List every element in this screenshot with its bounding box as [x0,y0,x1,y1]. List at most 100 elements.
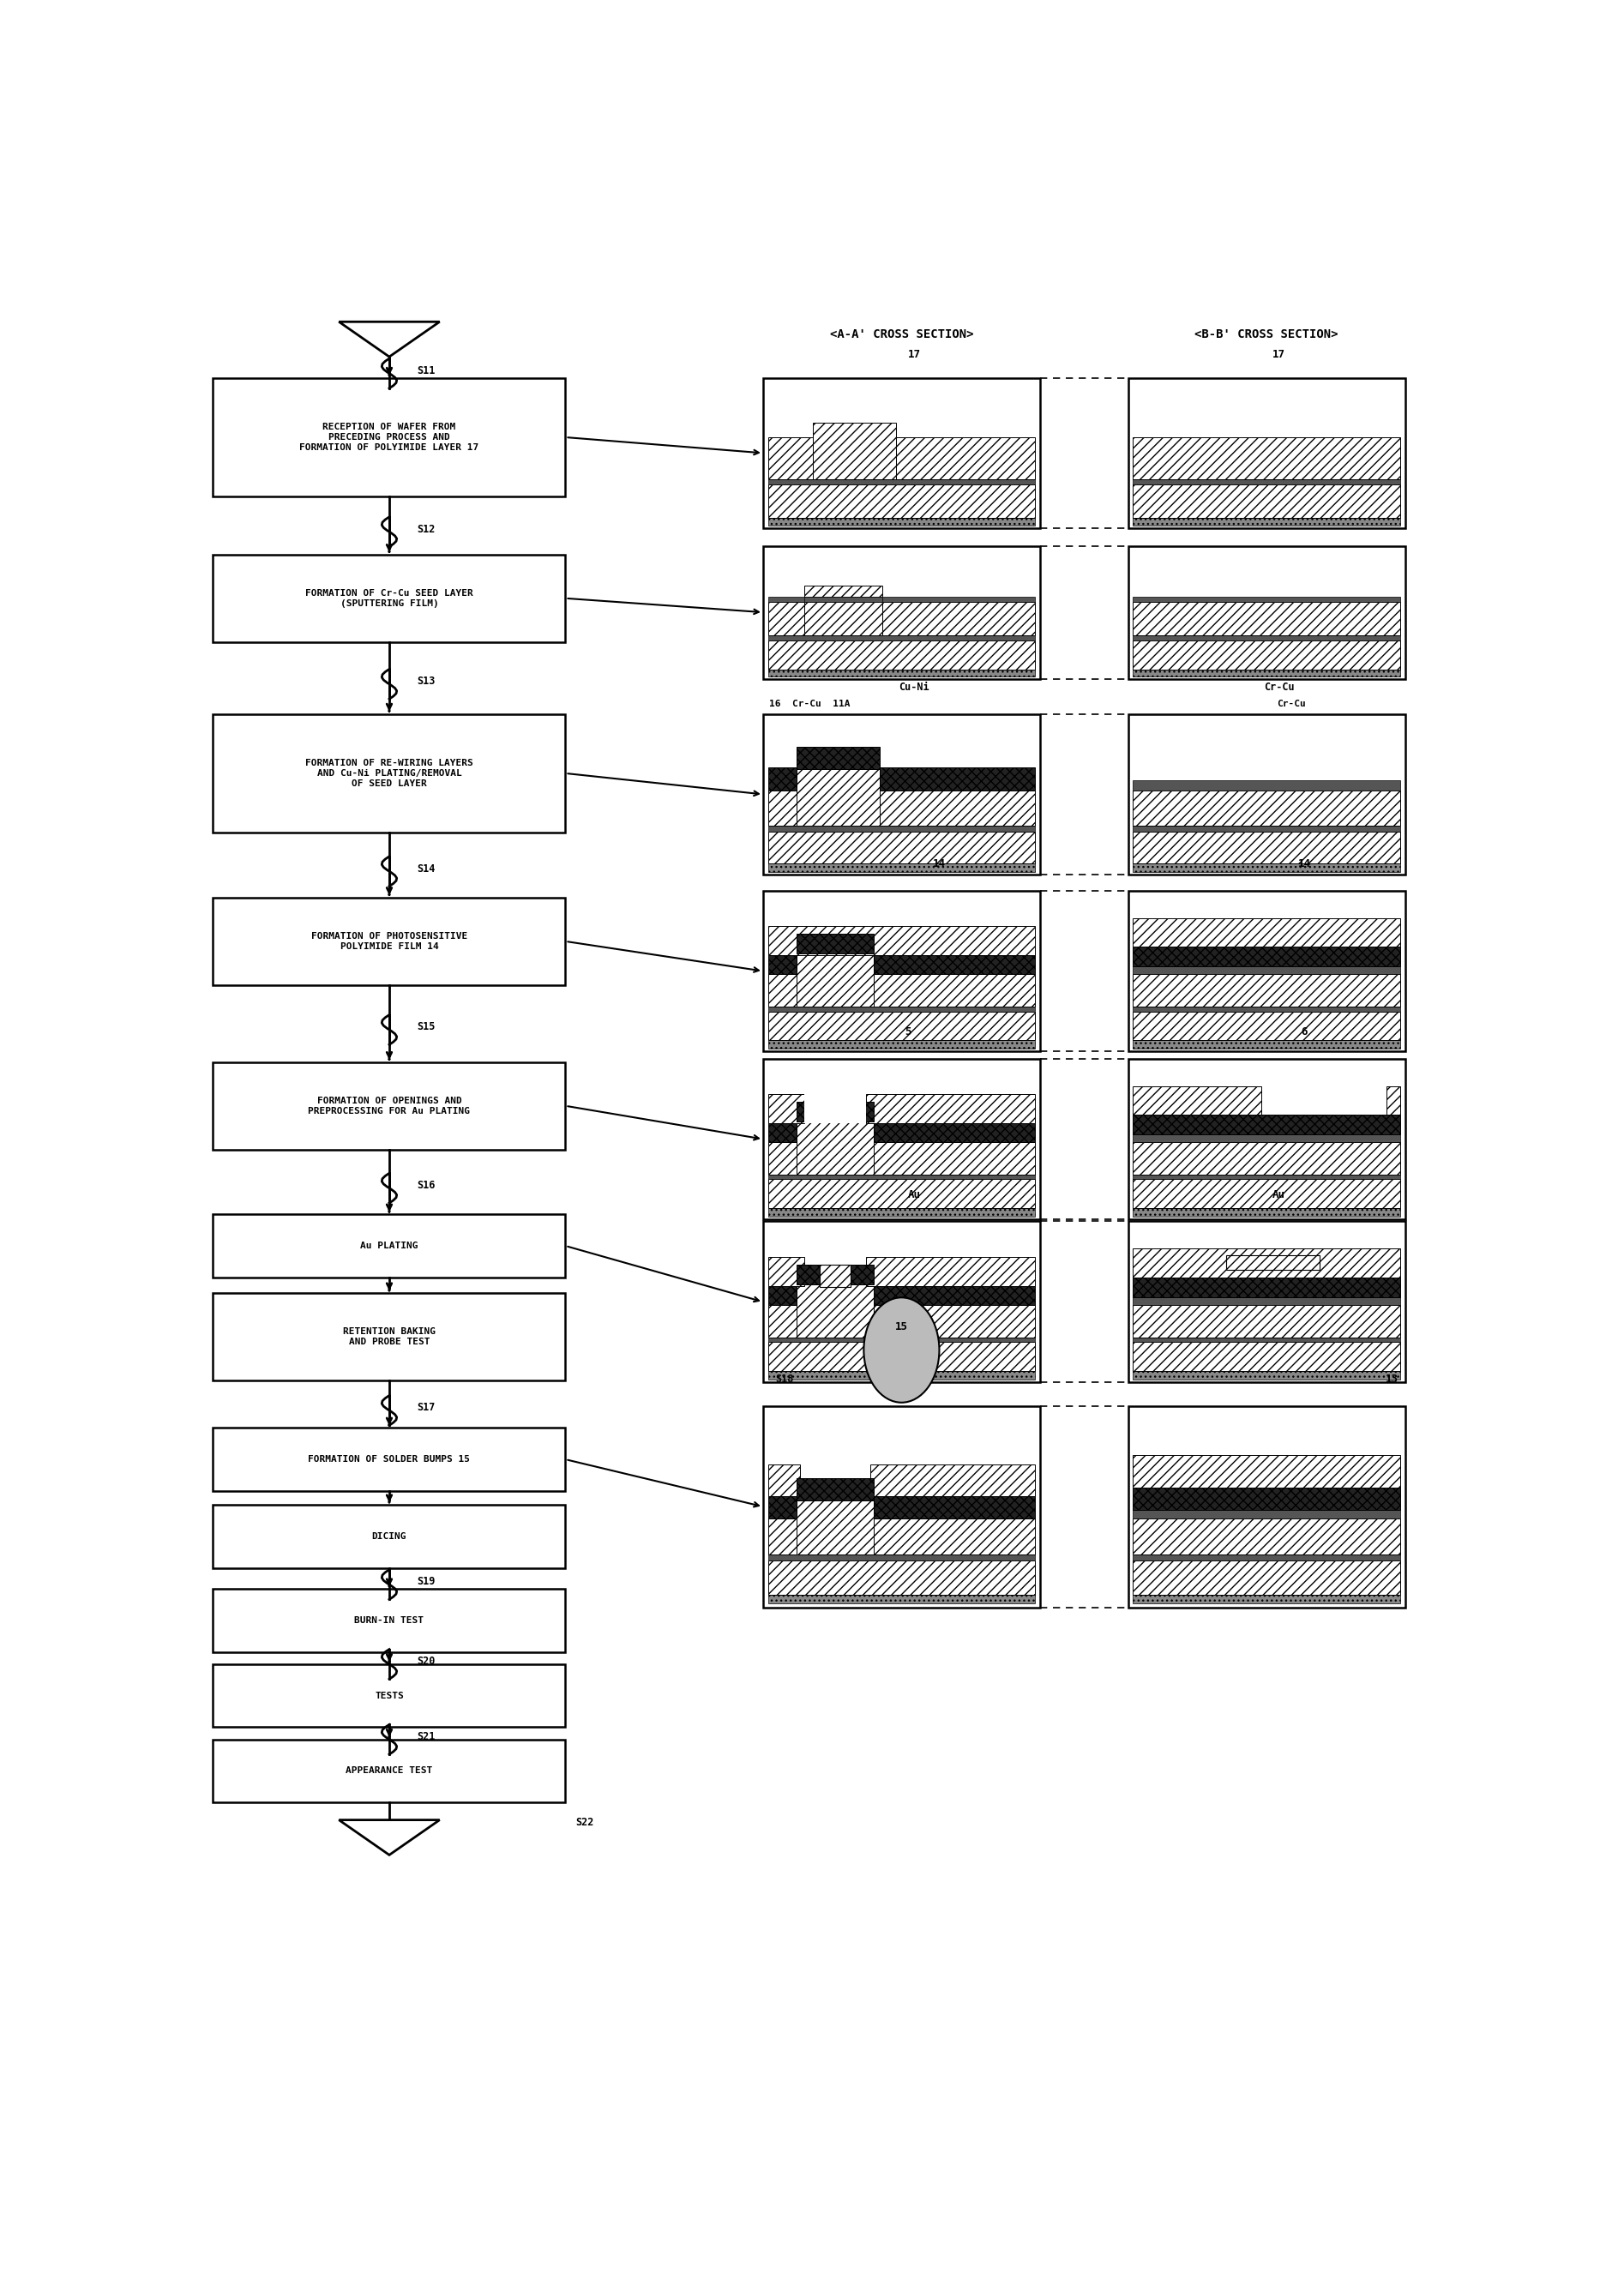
Bar [213,898,565,984]
Bar [768,1011,1034,1041]
Bar [874,955,1034,975]
Bar [1134,1555,1400,1559]
Bar [796,1264,874,1284]
Bar [768,518,1034,525]
Bar [768,975,796,1007]
Bar [1134,1180,1400,1209]
Bar [768,1093,804,1123]
Bar [896,436,1034,480]
Bar [796,746,879,768]
Text: 14: 14 [1298,859,1311,871]
Circle shape [864,1298,939,1402]
Text: S21: S21 [417,1732,435,1743]
Text: <A-A' CROSS SECTION>: <A-A' CROSS SECTION> [830,330,973,341]
Bar [814,423,896,480]
Text: Au PLATING: Au PLATING [361,1241,419,1250]
Bar [768,1209,1034,1216]
Bar [768,671,1034,675]
Bar [874,1518,1034,1555]
Bar [1134,1487,1400,1509]
Bar [768,1555,1034,1559]
Bar [213,1214,565,1277]
Bar [768,1180,1034,1209]
Bar [1134,671,1400,675]
Bar [796,1121,874,1175]
Bar [763,1407,1039,1607]
Bar [796,934,874,952]
Text: FORMATION OF Cr-Cu SEED LAYER
(SPUTTERING FILM): FORMATION OF Cr-Cu SEED LAYER (SPUTTERIN… [305,589,473,607]
Bar [763,1221,1039,1382]
Bar [796,1102,874,1121]
Bar [213,1505,565,1568]
Bar [768,636,1034,641]
Bar [1134,1007,1400,1011]
Bar [1134,1559,1400,1596]
Bar [768,641,1034,671]
Text: 16  Cr-Cu  11A: 16 Cr-Cu 11A [770,700,851,709]
Text: S14: S14 [417,864,435,875]
Bar [768,484,1034,518]
Text: Au: Au [1273,1189,1286,1200]
Text: S22: S22 [575,1816,594,1827]
Bar [874,1305,1034,1337]
Bar [1134,436,1400,480]
Bar [768,436,814,480]
Bar [882,602,1034,636]
Bar [796,952,874,1007]
Text: BURN-IN TEST: BURN-IN TEST [354,1616,424,1625]
Text: FORMATION OF SOLDER BUMPS 15: FORMATION OF SOLDER BUMPS 15 [309,1455,471,1464]
Bar [768,1341,1034,1371]
Bar [768,1337,1034,1341]
Text: 14: 14 [932,859,945,871]
Text: 17: 17 [1273,350,1286,359]
Text: S19: S19 [417,1577,435,1587]
Bar [1134,975,1400,1007]
Bar [768,832,1034,864]
Bar [763,891,1039,1052]
Text: Cr-Cu: Cr-Cu [1263,682,1294,693]
Text: Cr-Cu: Cr-Cu [1276,700,1306,709]
Bar [1226,1255,1320,1271]
Bar [1134,1116,1400,1134]
Bar [1129,714,1405,875]
Bar [1134,966,1400,975]
Polygon shape [339,323,440,357]
Text: FORMATION OF RE-WIRING LAYERS
AND Cu-Ni PLATING/REMOVAL
OF SEED LAYER: FORMATION OF RE-WIRING LAYERS AND Cu-Ni … [305,759,473,786]
Text: FORMATION OF OPENINGS AND
PREPROCESSING FOR Au PLATING: FORMATION OF OPENINGS AND PREPROCESSING … [309,1096,471,1116]
Bar [1134,1277,1400,1298]
Bar [768,1464,801,1496]
Text: S18: S18 [776,1373,794,1384]
Bar [1134,1143,1400,1175]
Text: RETENTION BAKING
AND PROBE TEST: RETENTION BAKING AND PROBE TEST [343,1327,435,1346]
Bar [768,1596,1034,1605]
Text: DICING: DICING [372,1532,406,1541]
Bar [1129,1059,1405,1221]
Bar [874,1123,1034,1143]
Bar [1134,1248,1400,1277]
Text: S17: S17 [417,1402,435,1414]
Bar [768,1496,796,1518]
Bar [874,1287,1034,1305]
Bar [874,1143,1034,1175]
Text: S15: S15 [417,1021,435,1032]
Bar [879,791,1034,825]
Bar [870,1464,1034,1496]
Bar [1134,825,1400,832]
Bar [768,955,796,975]
Bar [874,975,1034,1007]
Text: APPEARANCE TEST: APPEARANCE TEST [346,1766,432,1775]
Text: 13: 13 [1385,1373,1398,1384]
Bar [1134,1337,1400,1341]
Bar [768,925,1034,955]
Bar [768,1041,1034,1048]
Bar [866,1093,1034,1123]
Text: Cu-Ni: Cu-Ni [898,682,929,693]
Bar [879,768,1034,791]
Bar [814,436,896,480]
Bar [1134,1175,1400,1180]
Text: S13: S13 [417,675,435,686]
Bar [1134,1086,1262,1116]
Bar [804,586,882,636]
Bar [213,1739,565,1802]
Bar [213,1664,565,1727]
